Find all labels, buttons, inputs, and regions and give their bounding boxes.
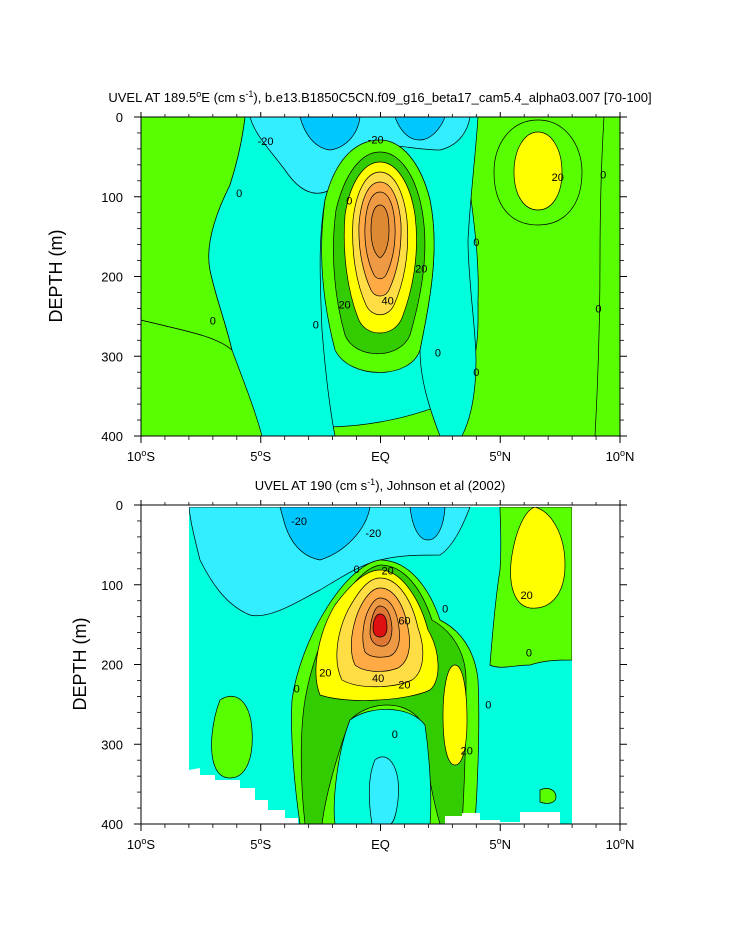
x-tick-label: 5oN	[489, 836, 511, 852]
contour-label: 0	[595, 303, 601, 315]
fill-level-se-20	[442, 664, 468, 766]
x-tick-label: 10oS	[127, 836, 155, 852]
panel-1-contours	[141, 117, 620, 436]
panel-1-title: UVEL AT 189.5oE (cm s-1), b.e13.B1850C5C…	[108, 89, 651, 105]
fill-level-neg-10-core	[368, 756, 399, 824]
contour-label: 20	[552, 172, 564, 184]
x-tick-label: EQ	[371, 449, 390, 464]
y-tick-label: 0	[116, 110, 123, 125]
contour-label: 0	[600, 169, 606, 181]
contour-label: 20	[319, 667, 331, 679]
fill-level-pos-right-small	[539, 788, 557, 804]
panel-observations: UVEL AT 190 (cm s-1), Johnson et al (200…	[70, 477, 634, 852]
contour-label: 40	[372, 673, 384, 685]
panel-1-y-label: DEPTH (m)	[46, 230, 66, 323]
contour-label: 0	[236, 188, 242, 200]
y-tick-label: 100	[101, 578, 123, 593]
panel-2-y-label: DEPTH (m)	[70, 618, 90, 711]
y-tick-label: 100	[101, 190, 123, 205]
contour-label: 60	[398, 616, 410, 628]
panel-model: UVEL AT 189.5oE (cm s-1), b.e13.B1850C5C…	[46, 89, 652, 464]
panel-2-contours	[189, 507, 572, 824]
x-tick-label: 5oS	[250, 836, 271, 852]
y-tick-label: 200	[101, 658, 123, 673]
contour-label: 0	[346, 196, 352, 208]
contour-label: 0	[353, 564, 359, 576]
contour-label: 0	[485, 699, 491, 711]
fill-level-pos-right	[478, 117, 620, 436]
contour-label: -20	[291, 516, 307, 528]
contour-label: 20	[338, 299, 350, 311]
fill-level-neg-20-a	[279, 507, 371, 561]
x-tick-label: 10oN	[606, 448, 635, 464]
fill-level-neg-20-b	[394, 117, 446, 141]
y-tick-label: 0	[116, 498, 123, 513]
x-tick-label: 5oN	[489, 448, 511, 464]
y-tick-label: 400	[101, 817, 123, 832]
contour-label: 0	[473, 237, 479, 249]
contour-label: 0	[442, 604, 448, 616]
contour-label: 20	[461, 746, 473, 758]
y-tick-label: 400	[101, 429, 123, 444]
contour-label: 20	[415, 264, 427, 276]
fill-level-jet-60	[370, 204, 390, 259]
x-tick-label: 10oS	[127, 448, 155, 464]
no-data-bottom-left	[189, 768, 298, 824]
contour-label: -20	[258, 136, 274, 148]
y-tick-label: 300	[101, 737, 123, 752]
panel-2-title: UVEL AT 190 (cm s-1), Johnson et al (200…	[255, 477, 506, 493]
contour-label: 0	[210, 315, 216, 327]
contour-label: 20	[520, 590, 532, 602]
no-data-bottom-right	[445, 812, 560, 824]
contour-label: 20	[382, 565, 394, 577]
contour-label: 0	[526, 648, 532, 660]
contour-label: -20	[365, 528, 381, 540]
contour-label: 0	[294, 683, 300, 695]
contour-label: 0	[435, 347, 441, 359]
fill-level-ne-20	[513, 131, 563, 211]
panel-1-contour-labels: -20 -20 0 0 0 0 0 0 0 0 0 20 20 20 40	[210, 134, 607, 379]
y-tick-label: 300	[101, 349, 123, 364]
fill-level-neg-20-a	[299, 117, 361, 151]
fill-level-ne-20	[510, 507, 566, 609]
x-tick-label: 10oN	[606, 836, 635, 852]
contour-label: -20	[368, 134, 384, 146]
contour-label: 20	[398, 679, 410, 691]
contour-label: 0	[392, 729, 398, 741]
y-tick-label: 200	[101, 270, 123, 285]
panel-2-contour-labels: -20 -20 0 20 60 0 20 40 20 0 20 0 20 0 0	[291, 516, 533, 758]
contour-label: 40	[382, 295, 394, 307]
x-tick-label: 5oS	[250, 448, 271, 464]
fill-level-neg-10	[189, 507, 471, 617]
fill-level-jet-70	[372, 613, 388, 638]
contour-label: 0	[473, 367, 479, 379]
fill-level-pos-left-a	[211, 695, 253, 779]
contour-label: 0	[313, 319, 319, 331]
fill-level-neg-20-b	[409, 507, 446, 541]
fill-level-ne-10	[493, 119, 583, 226]
x-tick-label: EQ	[371, 837, 390, 852]
